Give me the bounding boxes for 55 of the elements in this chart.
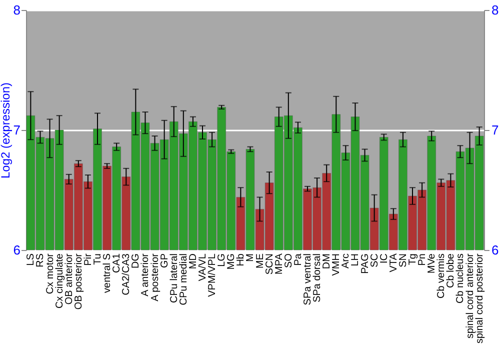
y-axis-title: Log2 (expression): [0, 82, 12, 179]
x-tick-label: MVe: [426, 253, 438, 274]
x-tick-label: Cb nucleus: [455, 254, 466, 304]
x-tick-label: LS: [26, 253, 37, 266]
x-tick-label: CA1: [112, 253, 123, 273]
x-tick-label: PAG: [360, 253, 371, 274]
x-tick-label: IC: [378, 254, 390, 264]
x-tick-label: Tu: [92, 254, 104, 265]
x-tick-label: Pir: [82, 252, 94, 266]
x-tick-label: SPa ventral: [302, 254, 314, 306]
x-tick-label: spinal cord posterior: [474, 252, 486, 344]
x-tick-label: SN: [398, 254, 409, 268]
x-tick-label: GP: [159, 253, 170, 268]
x-tick-label: Pn: [417, 254, 428, 266]
x-tick-label: RS: [35, 253, 46, 268]
x-tick-label: LG: [216, 253, 228, 267]
x-tick-label: MPA: [274, 253, 285, 274]
x-tick-label: VMH: [331, 254, 342, 276]
x-tick-label: OB posterior: [73, 252, 84, 310]
y-tick-label: 6: [13, 242, 20, 258]
y2-tick-label: 7: [492, 122, 499, 138]
x-tick-label: OB anterior: [64, 252, 75, 305]
x-tick-label: MG: [226, 253, 238, 270]
x-tick-label: M: [245, 254, 256, 262]
x-tick-label: DG: [130, 253, 142, 268]
x-tick-label: ME: [254, 253, 266, 268]
x-tick-label: DM: [322, 254, 333, 270]
y2-tick-label: 8: [492, 2, 499, 18]
y2-tick-label: 6: [492, 242, 499, 258]
x-tick-label: VTA: [388, 253, 400, 272]
x-tick-label: Hb: [236, 253, 247, 266]
x-tick-label: spinal cord anterior: [464, 252, 476, 339]
x-tick-label: LH: [350, 254, 362, 266]
x-tick-label: Cx cingulate: [54, 253, 66, 309]
x-tick-label: CA2/CA3: [121, 253, 132, 296]
x-tick-label: Tg: [408, 254, 419, 266]
x-tick-label: Arc: [340, 254, 352, 268]
x-tick-label: MD: [188, 254, 199, 270]
x-tick-label: A anterior: [140, 252, 152, 296]
y-tick-label: 8: [13, 2, 20, 18]
x-tick-label: SCN: [264, 254, 276, 275]
x-tick-label: ventral S: [102, 253, 114, 293]
x-tick-label: Pa: [292, 253, 304, 266]
x-tick-label: VPM/VPL: [207, 253, 218, 297]
x-tick-label: Cb vermis: [436, 254, 448, 299]
x-tick-label: CPu medial: [178, 254, 190, 306]
y-tick-label: 7: [13, 122, 20, 138]
x-tick-label: A posterior: [150, 252, 161, 302]
x-tick-label: CPu lateral: [168, 254, 180, 303]
x-tick-label: SO: [283, 253, 294, 268]
x-tick-label: SC: [369, 254, 380, 268]
x-tick-label: SPa dorsal: [312, 254, 324, 302]
x-tick-label: Cb lobe: [446, 253, 457, 288]
x-tick-label: VA/VL: [198, 253, 208, 282]
x-tick-label: Cx motor: [44, 252, 56, 294]
